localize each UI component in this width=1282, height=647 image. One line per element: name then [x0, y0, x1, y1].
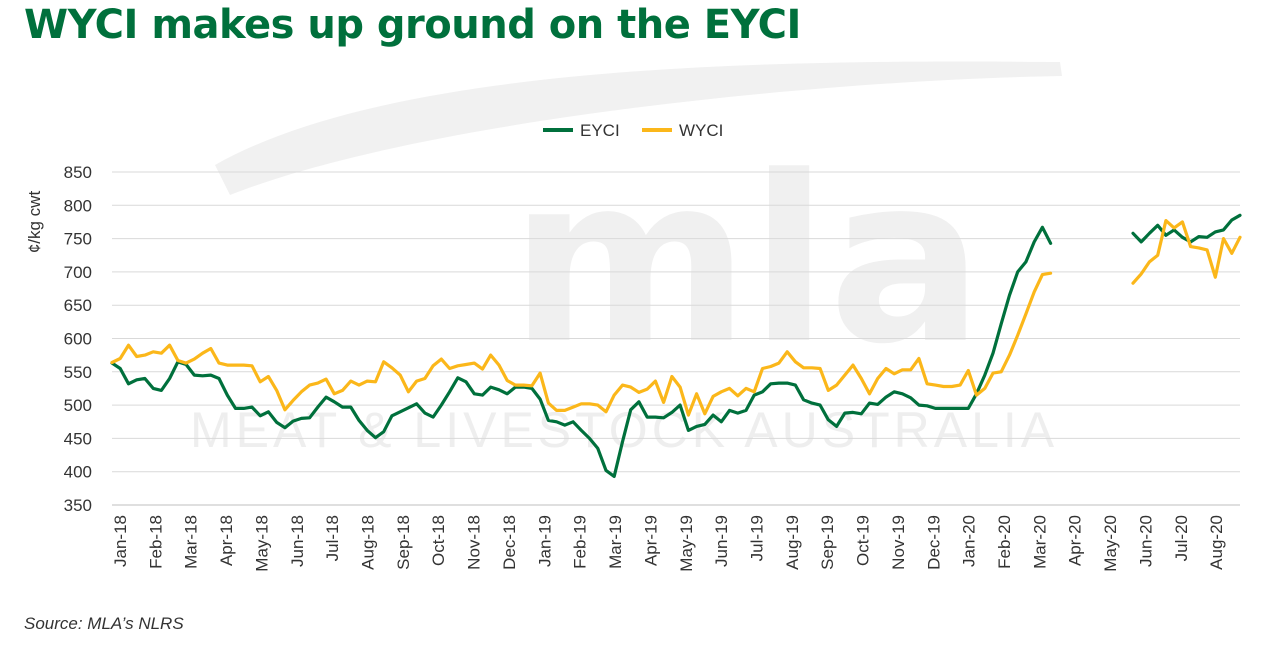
x-tick-label: May-20: [1101, 515, 1120, 572]
y-tick-label: 650: [64, 296, 92, 315]
series-line-eyci: [110, 225, 1053, 478]
x-tick-label: Jul-20: [1172, 515, 1191, 561]
y-tick-label: 600: [64, 330, 92, 349]
series-line-wyci: [1131, 219, 1242, 285]
x-tick-label: Sep-18: [394, 515, 413, 570]
x-tick-label: Jan-18: [111, 515, 130, 567]
y-tick-label: 700: [64, 263, 92, 282]
x-tick-label: Sep-19: [818, 515, 837, 570]
watermark-logo: mla: [510, 128, 984, 395]
series-line-eyci: [1131, 213, 1242, 244]
series-lines: [110, 213, 1242, 478]
y-tick-label: 550: [64, 363, 92, 382]
x-tick-label: Feb-20: [995, 515, 1014, 569]
x-tick-label: Jan-20: [960, 515, 979, 567]
grid-lines: [112, 171, 1240, 473]
x-tick-label: Mar-20: [1030, 515, 1049, 569]
watermark-swoosh: [215, 61, 1062, 195]
y-tick-label: 750: [64, 230, 92, 249]
chart-title: WYCI makes up ground on the EYCI: [24, 2, 801, 48]
x-tick-label: Jul-18: [323, 515, 342, 561]
mla-watermark: mla MEAT & LIVESTOCK AUSTRALIA: [190, 61, 1062, 458]
x-tick-label: Oct-18: [429, 515, 448, 566]
x-tick-label: Dec-19: [924, 515, 943, 570]
legend-item-eyci: EYCI: [543, 121, 620, 140]
x-tick-label: Nov-18: [465, 515, 484, 570]
x-tick-label: May-18: [252, 515, 271, 572]
x-tick-label: Jul-19: [747, 515, 766, 561]
x-tick-label: Mar-18: [182, 515, 201, 569]
x-tick-label: Feb-18: [146, 515, 165, 569]
y-axis-label: ¢/kg cwt: [25, 191, 44, 254]
x-tick-label: Jan-19: [535, 515, 554, 567]
y-axis-ticks: 350 400 450 500 550 600 650 700 750 800 850: [64, 163, 92, 515]
x-tick-label: Jun-18: [288, 515, 307, 567]
x-tick-label: Aug-20: [1207, 515, 1226, 570]
y-tick-label: 850: [64, 163, 92, 182]
x-tick-label: Feb-19: [571, 515, 590, 569]
x-tick-label: Apr-18: [217, 515, 236, 566]
x-tick-label: Apr-20: [1066, 515, 1085, 566]
x-tick-label: Aug-19: [783, 515, 802, 570]
x-tick-label: May-19: [677, 515, 696, 572]
x-tick-label: Jun-20: [1136, 515, 1155, 567]
x-tick-label: Apr-19: [641, 515, 660, 566]
y-tick-label: 500: [64, 396, 92, 415]
source-note: Source: MLA’s NLRS: [24, 614, 184, 633]
y-tick-label: 800: [64, 196, 92, 215]
legend-label-wyci: WYCI: [679, 121, 723, 140]
x-axis-ticks: Jan-18 Feb-18 Mar-18 Apr-18 May-18 Jun-18 Jul-…: [111, 515, 1226, 572]
legend-label-eyci: EYCI: [580, 121, 620, 140]
x-tick-label: Oct-19: [854, 515, 873, 566]
y-tick-label: 450: [64, 429, 92, 448]
x-tick-label: Mar-19: [606, 515, 625, 569]
y-tick-label: 400: [64, 463, 92, 482]
y-tick-label: 350: [64, 496, 92, 515]
x-tick-label: Aug-18: [359, 515, 378, 570]
x-tick-label: Dec-18: [500, 515, 519, 570]
legend-item-wyci: WYCI: [642, 121, 723, 140]
x-tick-label: Jun-19: [712, 515, 731, 567]
series-line-wyci: [110, 271, 1053, 417]
x-tick-label: Nov-19: [889, 515, 908, 570]
legend: EYCI WYCI: [543, 121, 723, 140]
